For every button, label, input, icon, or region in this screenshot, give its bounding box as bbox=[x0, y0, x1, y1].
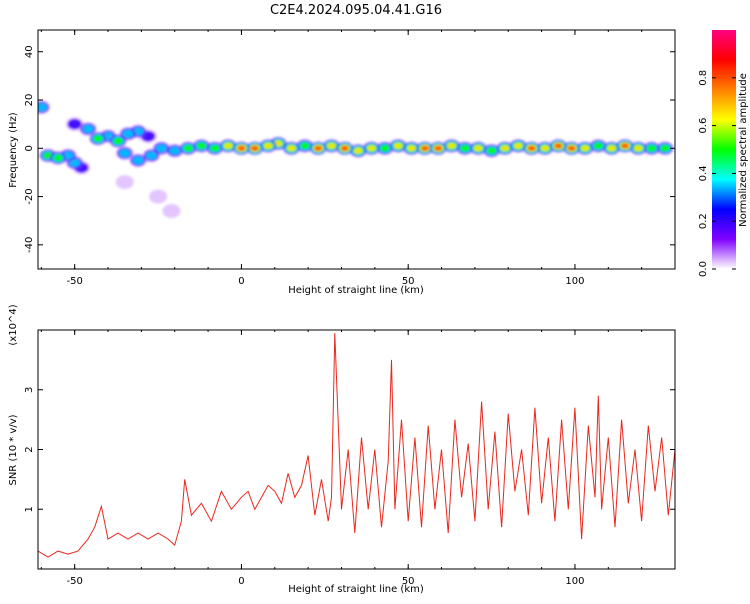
spectrogram-y-tick-label: 0 bbox=[24, 145, 35, 151]
heatmap-cell bbox=[340, 145, 349, 152]
spectrogram-y-tick-label: -20 bbox=[24, 188, 35, 204]
spectrogram-y-ticks: 40 20 0 -20 -40 bbox=[24, 45, 675, 253]
heatmap-cell bbox=[113, 137, 123, 145]
spectrogram-y-label: Frequency (Hz) bbox=[8, 112, 19, 188]
heatmap-cell bbox=[646, 144, 657, 152]
heatmap-cell bbox=[68, 119, 82, 130]
snr-y-label: SNR (10 * v/v) bbox=[8, 414, 19, 485]
spectrogram-y-tick-label: -40 bbox=[24, 237, 35, 253]
heatmap-cell bbox=[607, 145, 616, 152]
snr-y-tick-label: 2 bbox=[24, 446, 35, 452]
snr-y-ticks: 1 2 3 bbox=[24, 387, 675, 512]
heatmap-cell bbox=[353, 147, 363, 154]
colorbar: 0.0 0.2 0.4 0.6 0.8 Normalized spectral ampl… bbox=[698, 30, 749, 277]
heatmap-cell bbox=[554, 143, 563, 149]
heatmap-cell bbox=[209, 144, 220, 152]
heatmap-cell bbox=[407, 145, 416, 152]
heatmap-cell bbox=[473, 145, 483, 152]
heatmap-cell bbox=[420, 145, 429, 152]
colorbar-gradient bbox=[712, 30, 736, 269]
heatmap-cell bbox=[169, 146, 181, 155]
heatmap-cell bbox=[263, 142, 273, 149]
heatmap-cell bbox=[53, 154, 63, 162]
heatmap-cell bbox=[38, 103, 47, 112]
heatmap-cell bbox=[500, 145, 510, 152]
spectrogram-y-tick-label: 20 bbox=[24, 94, 35, 107]
heatmap-blobs bbox=[38, 100, 674, 219]
colorbar-ticks: 0.0 0.2 0.4 0.6 0.8 bbox=[698, 70, 736, 277]
snr-scale-label: (x10^4) bbox=[8, 304, 19, 345]
heatmap-cell bbox=[223, 142, 233, 149]
heatmap-cell bbox=[380, 144, 390, 152]
heatmap-cell bbox=[513, 142, 523, 149]
heatmap-cell bbox=[633, 145, 643, 152]
heatmap-cell bbox=[660, 144, 670, 152]
heatmap-cell bbox=[122, 129, 134, 138]
heatmap-cell bbox=[162, 204, 181, 219]
heatmap-cell bbox=[300, 142, 310, 150]
snr-y-tick-label: 3 bbox=[24, 387, 35, 393]
heatmap-cell bbox=[620, 143, 629, 149]
spectrogram-x-ticks: -50 0 50 100 bbox=[40, 30, 676, 287]
heatmap-cell bbox=[580, 145, 590, 152]
spectrogram-panel: -50 0 50 100 40 20 0 -20 -40 Height of straight… bbox=[8, 29, 676, 296]
heatmap-cell bbox=[196, 142, 207, 150]
heatmap-cell bbox=[115, 175, 134, 190]
spectrogram-x-tick-label: 100 bbox=[565, 276, 584, 287]
heatmap-cell bbox=[82, 124, 94, 133]
heatmap-cell bbox=[393, 142, 403, 149]
colorbar-tick-label: 0.6 bbox=[698, 118, 709, 134]
spectrogram-x-label: Height of straight line (km) bbox=[288, 285, 424, 296]
snr-x-tick-label: 50 bbox=[402, 576, 415, 587]
heatmap-cell bbox=[132, 156, 144, 165]
heatmap-cell bbox=[327, 142, 336, 149]
snr-series-line bbox=[38, 332, 675, 558]
snr-frame bbox=[37, 329, 676, 570]
snr-x-ticks: -50 0 50 100 bbox=[40, 330, 676, 587]
heatmap-cell bbox=[250, 145, 259, 152]
heatmap-cell bbox=[567, 145, 576, 152]
heatmap-cell bbox=[447, 142, 456, 149]
heatmap-cell bbox=[367, 145, 376, 152]
heatmap-cell bbox=[527, 145, 536, 152]
heatmap-cell bbox=[145, 151, 157, 160]
spectrogram-frame bbox=[37, 29, 676, 270]
heatmap-cell bbox=[237, 145, 246, 152]
colorbar-tick-label: 0.4 bbox=[698, 165, 709, 181]
heatmap-cell bbox=[486, 147, 497, 155]
spectrogram-x-tick-label: -50 bbox=[67, 276, 83, 287]
colorbar-tick-label: 0.8 bbox=[698, 70, 709, 86]
heatmap-cell bbox=[593, 142, 604, 150]
heatmap-cell bbox=[119, 149, 131, 158]
spectrogram-x-tick-label: 0 bbox=[238, 276, 244, 287]
snr-x-tick-label: -50 bbox=[67, 576, 83, 587]
snr-x-tick-label: 0 bbox=[238, 576, 244, 587]
chart-title: C2E4.2024.095.04.41.G16 bbox=[270, 3, 442, 18]
heatmap-cell bbox=[155, 144, 167, 153]
heatmap-cell bbox=[93, 135, 103, 143]
spectrogram-y-tick-label: 40 bbox=[24, 45, 35, 58]
snr-x-tick-label: 100 bbox=[565, 576, 584, 587]
heatmap-cell bbox=[540, 145, 550, 152]
colorbar-tick-label: 0.2 bbox=[698, 213, 709, 229]
colorbar-label: Normalized spectral amplitude bbox=[738, 73, 749, 227]
heatmap-cell bbox=[287, 145, 296, 152]
heatmap-cell bbox=[183, 144, 193, 152]
heatmap-cell bbox=[149, 189, 168, 204]
heatmap-cell bbox=[460, 144, 470, 152]
snr-y-tick-label: 1 bbox=[24, 506, 35, 512]
spectrogram-x-tick-label: 50 bbox=[402, 276, 415, 287]
snr-x-label: Height of straight line (km) bbox=[288, 584, 424, 595]
heatmap-cell bbox=[434, 145, 443, 152]
heatmap-cell bbox=[314, 145, 323, 152]
colorbar-tick-label: 0.0 bbox=[698, 261, 709, 277]
snr-panel: -50 0 50 100 1 2 3 Height of straight line (k… bbox=[8, 304, 676, 595]
